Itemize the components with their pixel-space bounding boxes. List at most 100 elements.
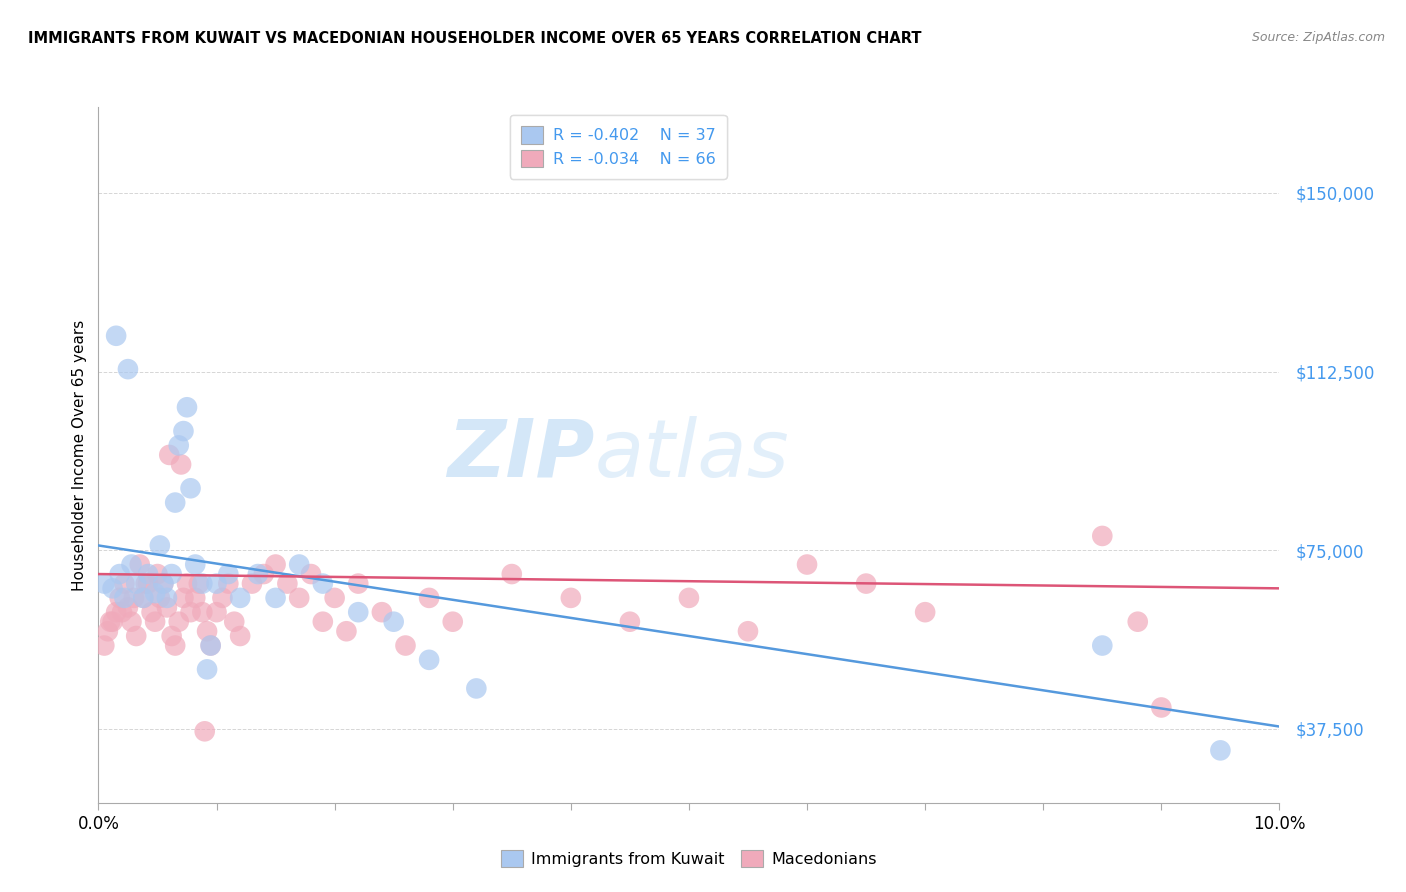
Point bbox=[347, 576, 370, 591]
Point bbox=[184, 558, 207, 572]
Point bbox=[121, 615, 143, 629]
Point bbox=[101, 582, 124, 596]
Point bbox=[176, 576, 198, 591]
Legend: Immigrants from Kuwait, Macedonians: Immigrants from Kuwait, Macedonians bbox=[494, 842, 884, 875]
Point bbox=[117, 362, 139, 376]
Point bbox=[180, 605, 202, 619]
Point bbox=[146, 567, 169, 582]
Point bbox=[125, 576, 148, 591]
Point bbox=[418, 653, 440, 667]
Point bbox=[200, 639, 222, 653]
Point bbox=[135, 576, 157, 591]
Point bbox=[246, 567, 269, 582]
Point bbox=[191, 605, 214, 619]
Point bbox=[288, 591, 311, 605]
Point bbox=[229, 629, 252, 643]
Point bbox=[117, 600, 139, 615]
Point bbox=[165, 639, 187, 653]
Point bbox=[619, 615, 641, 629]
Point bbox=[229, 591, 252, 605]
Legend: R = -0.402    N = 37, R = -0.034    N = 66: R = -0.402 N = 37, R = -0.034 N = 66 bbox=[509, 115, 727, 178]
Point bbox=[382, 615, 405, 629]
Point bbox=[132, 591, 155, 605]
Point bbox=[108, 591, 131, 605]
Point bbox=[796, 558, 818, 572]
Point bbox=[1150, 700, 1173, 714]
Point bbox=[211, 591, 233, 605]
Point bbox=[465, 681, 488, 696]
Point bbox=[678, 591, 700, 605]
Point bbox=[111, 605, 134, 619]
Point bbox=[253, 567, 276, 582]
Point bbox=[125, 629, 148, 643]
Point bbox=[122, 591, 145, 605]
Point bbox=[172, 424, 194, 438]
Point bbox=[217, 576, 239, 591]
Point bbox=[98, 615, 121, 629]
Point bbox=[93, 576, 115, 591]
Point bbox=[149, 539, 172, 553]
Point bbox=[152, 576, 174, 591]
Text: atlas: atlas bbox=[595, 416, 789, 494]
Text: ZIP: ZIP bbox=[447, 416, 595, 494]
Point bbox=[176, 401, 198, 415]
Point bbox=[136, 576, 159, 591]
Point bbox=[160, 629, 183, 643]
Point bbox=[195, 662, 218, 676]
Point bbox=[172, 591, 194, 605]
Point bbox=[1091, 639, 1114, 653]
Point bbox=[170, 458, 193, 472]
Point bbox=[299, 567, 322, 582]
Point bbox=[112, 591, 135, 605]
Point bbox=[108, 567, 131, 582]
Point bbox=[264, 591, 287, 605]
Point bbox=[165, 495, 187, 509]
Point bbox=[105, 328, 128, 343]
Point bbox=[224, 615, 246, 629]
Point bbox=[143, 615, 166, 629]
Point bbox=[737, 624, 759, 639]
Point bbox=[156, 600, 179, 615]
Point bbox=[149, 591, 172, 605]
Point bbox=[191, 576, 214, 591]
Point bbox=[560, 591, 582, 605]
Point bbox=[167, 615, 190, 629]
Y-axis label: Householder Income Over 65 years: Householder Income Over 65 years bbox=[72, 319, 87, 591]
Point bbox=[312, 576, 335, 591]
Point bbox=[132, 591, 155, 605]
Point bbox=[288, 558, 311, 572]
Point bbox=[143, 586, 166, 600]
Point bbox=[1091, 529, 1114, 543]
Point bbox=[128, 558, 150, 572]
Point bbox=[136, 567, 159, 582]
Point bbox=[141, 605, 163, 619]
Point bbox=[195, 624, 218, 639]
Point bbox=[93, 639, 115, 653]
Text: IMMIGRANTS FROM KUWAIT VS MACEDONIAN HOUSEHOLDER INCOME OVER 65 YEARS CORRELATIO: IMMIGRANTS FROM KUWAIT VS MACEDONIAN HOU… bbox=[28, 31, 921, 46]
Point bbox=[240, 576, 263, 591]
Point bbox=[371, 605, 394, 619]
Point bbox=[205, 605, 228, 619]
Point bbox=[855, 576, 877, 591]
Point bbox=[112, 576, 135, 591]
Point bbox=[441, 615, 464, 629]
Point bbox=[156, 591, 179, 605]
Point bbox=[200, 639, 222, 653]
Point bbox=[167, 438, 190, 452]
Point bbox=[152, 576, 174, 591]
Point bbox=[97, 624, 120, 639]
Point bbox=[187, 576, 209, 591]
Point bbox=[194, 724, 217, 739]
Point bbox=[121, 558, 143, 572]
Point bbox=[217, 567, 239, 582]
Text: Source: ZipAtlas.com: Source: ZipAtlas.com bbox=[1251, 31, 1385, 45]
Point bbox=[323, 591, 346, 605]
Point bbox=[276, 576, 298, 591]
Point bbox=[394, 639, 416, 653]
Point bbox=[1126, 615, 1149, 629]
Point bbox=[157, 448, 180, 462]
Point bbox=[418, 591, 440, 605]
Point bbox=[264, 558, 287, 572]
Point bbox=[180, 481, 202, 495]
Point bbox=[184, 591, 207, 605]
